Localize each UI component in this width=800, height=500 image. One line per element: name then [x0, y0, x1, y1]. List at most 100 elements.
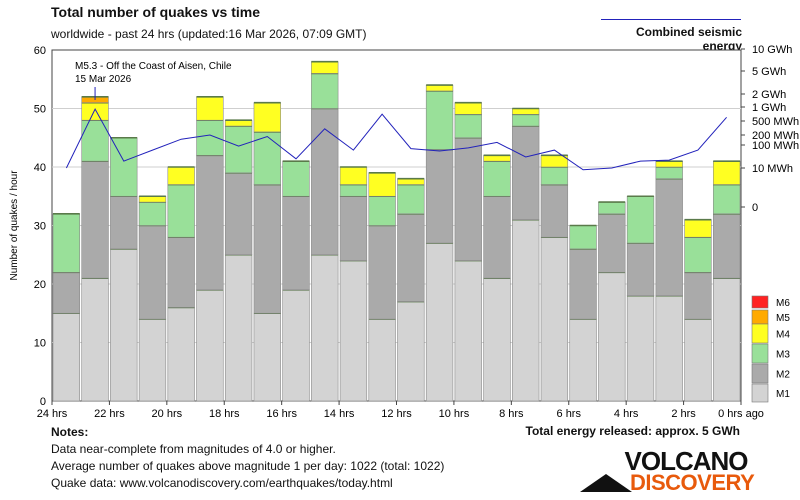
legend-swatch-m6	[751, 295, 769, 309]
bar-m2-segment	[311, 108, 339, 256]
quake-chart: 0 10 20 30 40 50 60 Number of quakes / hour 24 h…	[9, 44, 799, 420]
bar-m1-segment	[425, 242, 454, 402]
bar-m4-segment	[397, 178, 425, 185]
bar-m2-segment	[81, 160, 109, 279]
logo-line-2: DISCOVERY	[630, 470, 755, 495]
bar-m1-segment	[52, 312, 81, 402]
energy-axis-label: 10 MWh	[752, 163, 793, 175]
bar-m4-segment	[712, 160, 741, 185]
bar-m4-segment	[167, 166, 195, 185]
bar-m4-segment	[425, 84, 454, 92]
total-energy: Total energy released: approx. 5 GWh	[525, 424, 741, 438]
energy-axis-label: 10 GWh	[752, 44, 792, 56]
bar-m2-segment	[138, 225, 167, 320]
legend-label-m3: M3	[776, 350, 790, 361]
bar-m3-segment	[569, 225, 597, 250]
bar-m2-segment	[483, 195, 511, 279]
bar-m4-segment	[684, 219, 712, 238]
bar-m2-segment	[540, 184, 569, 238]
bar-m2-segment	[712, 213, 741, 279]
bar-m1-segment	[655, 295, 683, 402]
notes-line-3: Quake data: www.volcanodiscovery.com/ear…	[51, 476, 393, 490]
bar-m1-segment	[483, 277, 511, 402]
bar-m3-segment	[626, 195, 655, 244]
bar-m2-segment	[512, 125, 540, 220]
bar-m1-segment	[397, 301, 425, 402]
bar-m1-segment	[282, 289, 310, 402]
bar-m4-segment	[454, 102, 482, 115]
bar-m3-segment	[311, 73, 339, 109]
bar-m1-segment	[540, 236, 569, 402]
bar-m3-segment	[655, 166, 683, 179]
legend-swatch-m2	[751, 363, 769, 384]
notes-line-2: Average number of quakes above magnitude…	[51, 459, 445, 473]
y-tick-label: 10	[34, 338, 46, 350]
y-axis-label: Number of quakes / hour	[9, 170, 20, 281]
bar-m3-segment	[712, 184, 741, 215]
bar-m2-segment	[282, 195, 310, 291]
bar-m3-segment	[138, 201, 167, 226]
x-tick-label: 24 hrs	[37, 408, 68, 420]
bar-m4-segment	[311, 61, 339, 74]
bar-m3-segment	[110, 137, 138, 197]
y-tick-label: 40	[34, 162, 46, 174]
logo-line-1: VOLCANO	[624, 446, 749, 476]
x-tick-label: 8 hrs	[499, 408, 524, 420]
legend-label-m4: M4	[776, 330, 790, 341]
energy-legend-line	[601, 19, 741, 20]
annotation-line-2: 15 Mar 2026	[75, 74, 132, 85]
notes-heading: Notes:	[51, 425, 89, 439]
energy-axis-label: 200 MWh	[752, 130, 799, 142]
x-tick-label: 22 hrs	[94, 408, 125, 420]
bar-m4-segment	[339, 166, 368, 185]
bar-m1-segment	[598, 271, 626, 402]
legend-label-m6: M6	[776, 298, 790, 309]
bar-m3-segment	[425, 90, 454, 150]
bar-m4-segment	[253, 102, 281, 133]
bar-m1-segment	[569, 318, 597, 402]
bar-m2-segment	[626, 242, 655, 297]
bar-m3-segment	[282, 160, 310, 197]
legend-swatch-m3	[751, 343, 769, 364]
x-tick-label: 16 hrs	[266, 408, 297, 420]
x-tick-label: 14 hrs	[324, 408, 355, 420]
x-tick-label: 18 hrs	[209, 408, 240, 420]
bar-m3-segment	[512, 114, 540, 127]
y-tick-label: 60	[34, 45, 46, 57]
energy-line	[65, 108, 727, 171]
x-tick-label: 0 hrs ago	[718, 408, 764, 420]
bar-m1-segment	[196, 289, 224, 402]
bar-m3-segment	[167, 184, 195, 238]
bar-m3-segment	[684, 236, 712, 273]
chart-subtitle: worldwide - past 24 hrs (updated:16 Mar …	[51, 27, 367, 41]
y-tick-label: 50	[34, 104, 46, 116]
bar-m2-segment	[598, 213, 626, 273]
bar-m4-segment	[483, 155, 511, 162]
bar-m1-segment	[253, 312, 281, 402]
bar-m2-segment	[397, 213, 425, 302]
bar-m3-segment	[483, 160, 511, 197]
y-tick-label: 30	[34, 221, 46, 233]
bar-m3-segment	[454, 114, 482, 139]
energy-axis-label: 100 MWh	[752, 140, 799, 152]
volcanodiscovery-logo[interactable]: VOLCANO DISCOVERY	[580, 446, 786, 495]
bar-m4-segment	[224, 119, 253, 127]
annotation-line-1: M5.3 - Off the Coast of Aisen, Chile	[75, 61, 232, 72]
bar-m3-segment	[224, 125, 253, 174]
bar-m2-segment	[253, 184, 281, 314]
x-tick-label: 2 hrs	[671, 408, 696, 420]
bar-m2-segment	[368, 225, 396, 320]
bar-m3-segment	[196, 119, 224, 156]
energy-axis-label: 500 MWh	[752, 116, 799, 128]
energy-axis-label: 2 GWh	[752, 89, 786, 101]
y-tick-label: 0	[40, 396, 46, 408]
bar-m4-segment	[196, 96, 224, 121]
notes-line-1: Data near-complete from magnitudes of 4.…	[51, 442, 336, 456]
y-tick-label: 20	[34, 279, 46, 291]
bar-m2-segment	[684, 271, 712, 320]
bar-m3-segment	[540, 166, 569, 185]
x-tick-label: 4 hrs	[614, 408, 639, 420]
bar-m2-segment	[339, 195, 368, 261]
bar-m2-segment	[110, 195, 138, 250]
x-tick-label: 20 hrs	[152, 408, 183, 420]
